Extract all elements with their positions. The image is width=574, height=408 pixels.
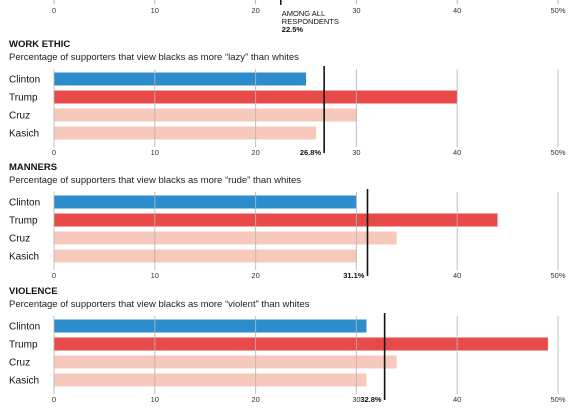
top-annotation-line-2: RESPONDENTS (282, 17, 339, 26)
tick-label: 0 (52, 271, 56, 280)
panel-work-ethic: WORK ETHIC Percentage of supporters that … (9, 39, 566, 157)
tick-label: 30 (352, 395, 360, 404)
bar-trump (54, 213, 498, 227)
panel-manners: MANNERS Percentage of supporters that vie… (9, 162, 566, 280)
panel-subtitle: Percentage of supporters that view black… (9, 175, 301, 186)
category-label-cruz: Cruz (9, 234, 30, 245)
tick-label: 10 (151, 395, 159, 404)
average-value-label: 32.8% (360, 395, 382, 404)
bar-trump (54, 337, 548, 351)
top-axis-tick-label: 20 (251, 6, 259, 15)
tick-label: 10 (151, 148, 159, 157)
bar-clinton (54, 72, 306, 86)
category-label-trump: Trump (9, 216, 38, 227)
bar-kasich (54, 373, 367, 387)
bar-cruz (54, 231, 397, 245)
bar-cruz (54, 355, 397, 369)
tick-label: 50% (550, 148, 565, 157)
category-label-kasich: Kasich (9, 129, 39, 140)
bar-kasich (54, 126, 317, 140)
bar-clinton (54, 195, 357, 209)
panel-title: WORK ETHIC (9, 39, 70, 50)
bar-clinton (54, 319, 367, 333)
panel-subtitle: Percentage of supporters that view black… (9, 52, 299, 63)
panel-title: VIOLENCE (9, 286, 58, 297)
panel-subtitle: Percentage of supporters that view black… (9, 299, 310, 310)
category-label-cruz: Cruz (9, 111, 30, 122)
tick-label: 20 (251, 148, 259, 157)
tick-label: 50% (550, 395, 565, 404)
category-label-clinton: Clinton (9, 322, 40, 333)
top-axis-tick-label: 10 (151, 6, 159, 15)
top-axis-tick-label: 50% (550, 6, 565, 15)
category-label-clinton: Clinton (9, 75, 40, 86)
bar-kasich (54, 249, 357, 263)
top-axis-tick-label: 0 (52, 6, 56, 15)
panel-violence: VIOLENCE Percentage of supporters that vi… (9, 286, 566, 404)
panel-title: MANNERS (9, 162, 57, 173)
top-axis-tick-label: 30 (352, 6, 360, 15)
tick-label: 40 (453, 148, 461, 157)
tick-label: 20 (251, 271, 259, 280)
top-annotation-line-1: AMONG ALL (282, 9, 325, 18)
top-axis-tick-label: 40 (453, 6, 461, 15)
bar-cruz (54, 108, 357, 122)
category-label-kasich: Kasich (9, 376, 39, 387)
top-annotation-value: 22.5% (282, 25, 304, 34)
category-label-clinton: Clinton (9, 198, 40, 209)
tick-label: 0 (52, 395, 56, 404)
tick-label: 30 (352, 148, 360, 157)
tick-label: 0 (52, 148, 56, 157)
average-value-label: 26.8% (300, 148, 322, 157)
category-label-kasich: Kasich (9, 252, 39, 263)
tick-label: 40 (453, 395, 461, 404)
tick-label: 50% (550, 271, 565, 280)
category-label-cruz: Cruz (9, 358, 30, 369)
category-label-trump: Trump (9, 93, 38, 104)
tick-label: 40 (453, 271, 461, 280)
category-label-trump: Trump (9, 340, 38, 351)
tick-label: 20 (251, 395, 259, 404)
tick-label: 10 (151, 271, 159, 280)
average-value-label: 31.1% (343, 271, 365, 280)
